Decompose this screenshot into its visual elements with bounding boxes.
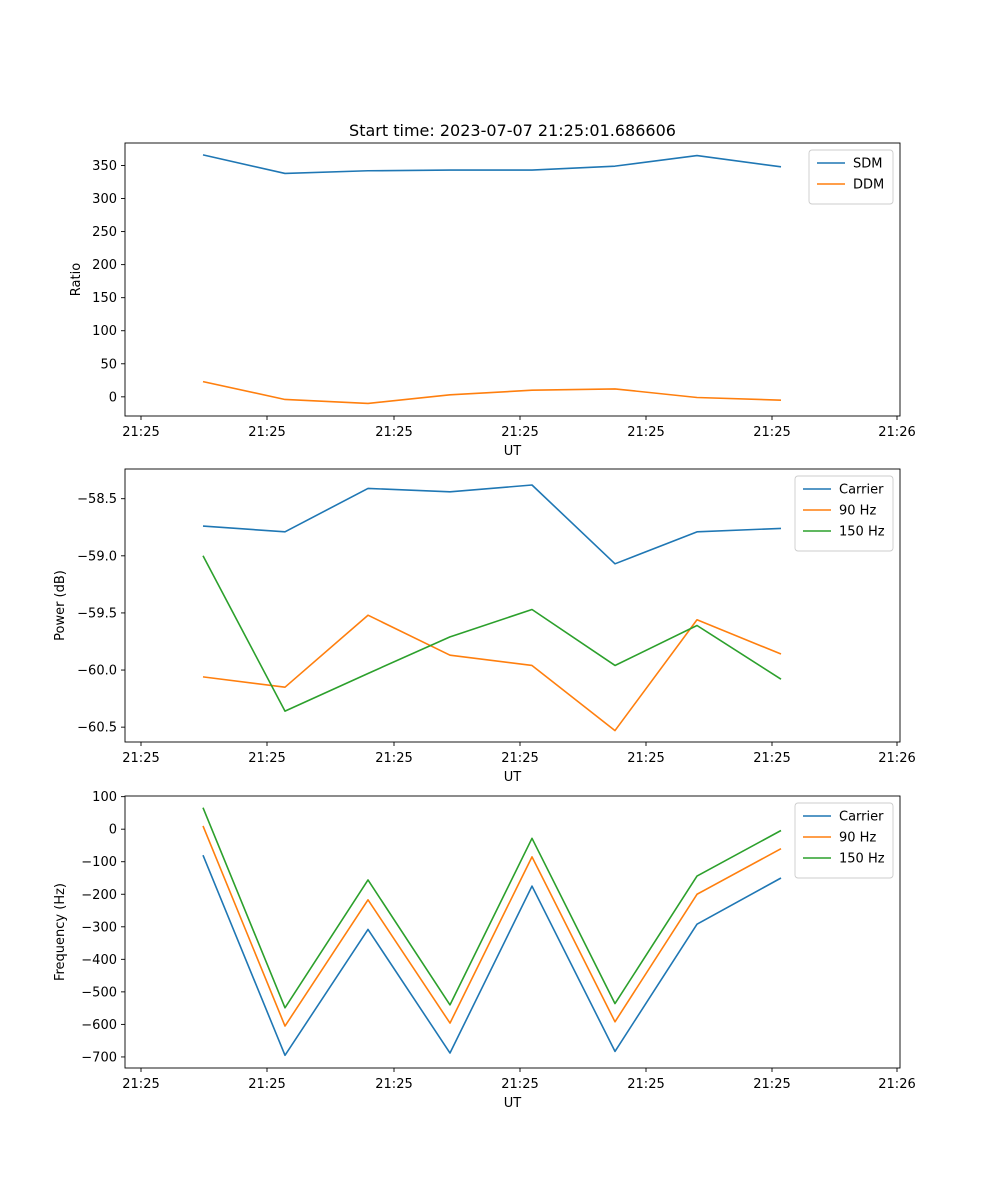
legend-entry: 150 Hz <box>839 525 885 540</box>
x-tick-label: 21:25 <box>375 1077 412 1092</box>
x-tick-label: 21:26 <box>878 751 915 766</box>
y-tick-label: −600 <box>81 1018 117 1033</box>
series-line-90-hz <box>202 614 782 732</box>
y-tick-label: 350 <box>92 159 117 174</box>
y-tick-label: −100 <box>81 855 117 870</box>
x-tick-label: 21:25 <box>627 425 664 440</box>
legend: Carrier 90 Hz 150 Hz <box>794 475 894 552</box>
subplot-3: 21:25 21:25 21:25 21:25 21:25 21:25 21:26 100 0 −… <box>53 790 916 1111</box>
x-tick-label: 21:25 <box>122 751 159 766</box>
series-line-sdm <box>202 154 782 175</box>
series-line-90-hz <box>202 825 782 1027</box>
x-tick-label: 21:26 <box>878 1077 915 1092</box>
legend-entry: Carrier <box>839 810 884 825</box>
legend-entry: 90 Hz <box>839 504 876 519</box>
chart-title: Start time: 2023-07-07 21:25:01.686606 <box>349 121 676 140</box>
legend-entry: 150 Hz <box>839 852 885 867</box>
y-axis-label: Ratio <box>69 263 84 296</box>
y-tick-label: −60.5 <box>77 721 117 736</box>
x-tick-label: 21:25 <box>248 1077 285 1092</box>
y-tick-label: 250 <box>92 225 117 240</box>
y-tick-label: −400 <box>81 953 117 968</box>
axes-frame <box>124 795 901 1069</box>
y-tick-label: −700 <box>81 1050 117 1065</box>
y-tick-label: 0 <box>109 823 117 838</box>
y-tick-label: −59.5 <box>77 606 117 621</box>
x-axis-label: UT <box>504 1096 522 1111</box>
x-tick-label: 21:25 <box>375 751 412 766</box>
legend-box <box>794 475 894 552</box>
x-axis-label: UT <box>504 770 522 785</box>
x-tick-label: 21:25 <box>501 751 538 766</box>
axes-frame <box>124 468 901 743</box>
x-tick-label: 21:25 <box>122 425 159 440</box>
y-tick-label: −300 <box>81 920 117 935</box>
y-tick-label: 300 <box>92 192 117 207</box>
axes-frame <box>124 142 901 417</box>
y-tick-label: −500 <box>81 985 117 1000</box>
y-tick-label: −200 <box>81 888 117 903</box>
legend-box <box>794 802 894 879</box>
series-line-150-hz <box>202 807 782 1009</box>
y-tick-label: −58.5 <box>77 492 117 507</box>
series-line-carrier <box>202 854 782 1057</box>
x-tick-label: 21:25 <box>627 1077 664 1092</box>
legend-entry: 90 Hz <box>839 831 876 846</box>
subplot-1: 21:25 21:25 21:25 21:25 21:25 21:25 21:26 0 50 10… <box>69 121 916 459</box>
x-axis-label: UT <box>504 444 522 459</box>
series-line-150-hz <box>202 555 782 712</box>
x-tick-label: 21:25 <box>753 1077 790 1092</box>
x-tick-label: 21:25 <box>753 751 790 766</box>
series-line-ddm <box>202 380 782 405</box>
y-axis-label: Frequency (Hz) <box>53 883 68 981</box>
x-tick-label: 21:25 <box>122 1077 159 1092</box>
y-tick-label: 200 <box>92 258 117 273</box>
legend-entry: SDM <box>853 157 882 172</box>
subplot-2: 21:25 21:25 21:25 21:25 21:25 21:25 21:26 −58.5… <box>53 468 916 785</box>
y-tick-label: 100 <box>92 324 117 339</box>
y-tick-label: 0 <box>109 390 117 405</box>
x-tick-label: 21:25 <box>501 1077 538 1092</box>
x-tick-label: 21:25 <box>753 425 790 440</box>
legend-entry: DDM <box>853 178 884 193</box>
x-tick-label: 21:25 <box>501 425 538 440</box>
y-tick-label: −60.0 <box>77 664 117 679</box>
legend: Carrier 90 Hz 150 Hz <box>794 802 894 879</box>
x-tick-label: 21:25 <box>248 425 285 440</box>
y-tick-label: −59.0 <box>77 549 117 564</box>
x-tick-label: 21:25 <box>248 751 285 766</box>
x-tick-label: 21:25 <box>375 425 412 440</box>
x-tick-label: 21:26 <box>878 425 915 440</box>
y-tick-label: 100 <box>92 790 117 805</box>
y-tick-label: 50 <box>100 357 117 372</box>
legend-entry: Carrier <box>839 483 884 498</box>
y-axis-label: Power (dB) <box>53 570 68 641</box>
legend: SDM DDM <box>808 149 894 205</box>
series-line-carrier <box>202 484 782 565</box>
y-tick-label: 150 <box>92 291 117 306</box>
x-tick-label: 21:25 <box>627 751 664 766</box>
